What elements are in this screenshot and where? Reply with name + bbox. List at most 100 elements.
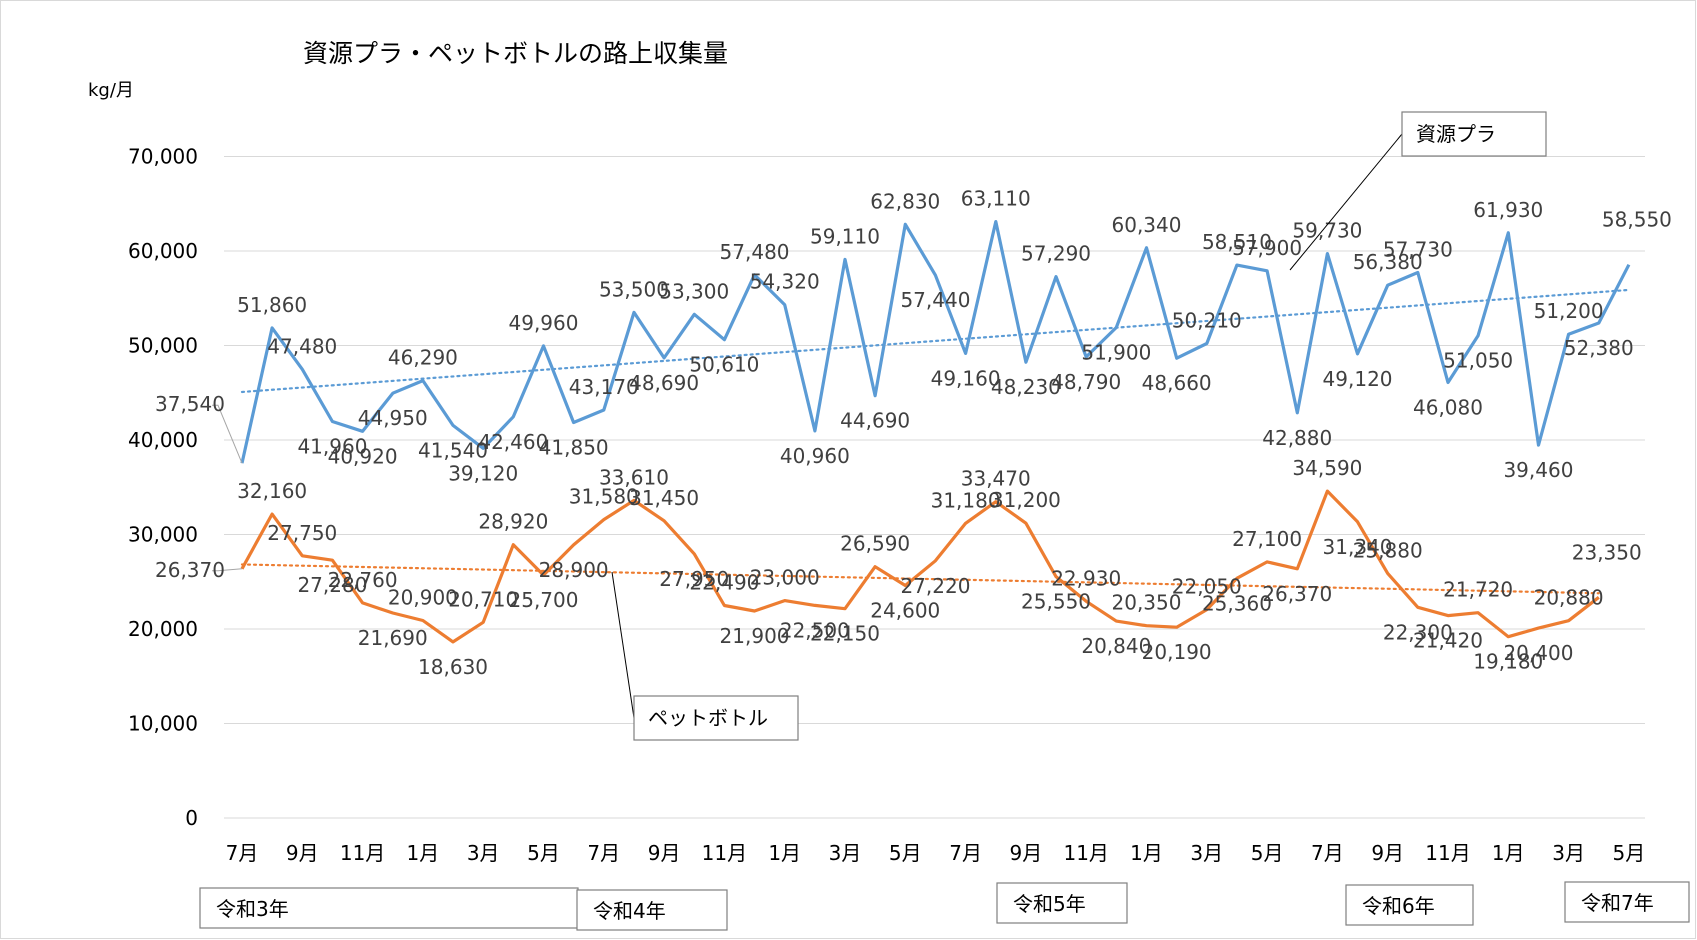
x-tick-label: 3月 <box>1552 841 1585 865</box>
data-label: 37,540 <box>155 392 225 416</box>
data-label: 43,170 <box>569 375 639 399</box>
data-label: 20,350 <box>1112 591 1182 615</box>
data-label: 33,610 <box>599 465 669 489</box>
data-label: 27,750 <box>267 521 337 545</box>
data-label: 51,860 <box>237 293 307 317</box>
data-label: 22,760 <box>328 568 398 592</box>
data-label: 28,920 <box>478 510 548 534</box>
x-tick-label: 5月 <box>527 841 560 865</box>
chart-title: 資源プラ・ペットボトルの路上収集量 <box>303 39 728 68</box>
data-label: 63,110 <box>961 187 1031 211</box>
data-label: 21,900 <box>720 624 790 648</box>
data-label: 50,210 <box>1172 309 1242 333</box>
data-label: 23,350 <box>1572 540 1642 564</box>
data-label: 25,550 <box>1021 590 1091 614</box>
data-label: 57,440 <box>900 288 970 312</box>
data-label: 20,190 <box>1142 640 1212 664</box>
data-label: 27,280 <box>297 573 367 597</box>
series-name: ペットボトル <box>648 706 768 730</box>
x-tick-label: 1月 <box>407 841 440 865</box>
x-tick-label: 5月 <box>1613 841 1646 865</box>
y-axis: 0 10,000 20,000 30,000 40,000 50,000 60,000 70,… <box>128 145 198 831</box>
data-label: 41,850 <box>539 436 609 460</box>
data-label: 40,960 <box>780 444 850 468</box>
series-lines <box>240 220 1631 644</box>
gridlines <box>224 156 1645 819</box>
data-label: 57,480 <box>720 240 790 264</box>
data-label: 21,720 <box>1443 578 1513 602</box>
data-label: 53,300 <box>659 279 729 303</box>
data-label: 27,950 <box>659 567 729 591</box>
data-label: 59,110 <box>810 224 880 248</box>
data-label: 41,960 <box>297 434 367 458</box>
data-label: 23,000 <box>750 566 820 590</box>
era-label: 令和3年 <box>216 897 289 921</box>
data-label: 22,300 <box>1383 620 1453 644</box>
data-label: 31,200 <box>991 488 1061 512</box>
x-tick-label: 7月 <box>587 841 620 865</box>
data-label: 40,920 <box>328 444 398 468</box>
x-tick-label: 5月 <box>889 841 922 865</box>
data-label: 41,540 <box>418 438 488 462</box>
data-label: 57,290 <box>1021 242 1091 266</box>
x-tick-label: 11月 <box>1425 841 1470 865</box>
data-label: 31,180 <box>931 488 1001 512</box>
data-label: 57,730 <box>1383 237 1453 261</box>
data-label: 27,220 <box>900 574 970 598</box>
data-label: 46,290 <box>388 346 458 370</box>
data-label: 31,580 <box>569 485 639 509</box>
y-tick-label: 30,000 <box>128 523 198 547</box>
x-tick-label: 9月 <box>648 841 681 865</box>
callout-pointer <box>611 571 635 719</box>
leader-line <box>212 404 243 464</box>
era-box <box>1564 881 1690 923</box>
era-label: 令和7年 <box>1581 891 1654 915</box>
data-label: 18,630 <box>418 655 488 679</box>
data-label: 58,550 <box>1602 208 1672 232</box>
data-label: 20,400 <box>1503 641 1573 665</box>
trendline-0 <box>240 288 1631 394</box>
era-label: 令和6年 <box>1362 894 1435 918</box>
data-label: 44,690 <box>840 409 910 433</box>
data-label: 51,050 <box>1443 349 1513 373</box>
data-label: 44,950 <box>358 406 428 430</box>
data-label: 19,180 <box>1473 650 1543 674</box>
y-tick-label: 20,000 <box>128 617 198 641</box>
trendline-1 <box>240 563 1600 595</box>
x-tick-label: 11月 <box>340 841 385 865</box>
data-label: 49,120 <box>1323 367 1393 391</box>
leader-line <box>212 568 243 572</box>
series-line-1 <box>240 489 1600 644</box>
trendlines <box>240 288 1631 595</box>
data-label: 60,340 <box>1112 213 1182 237</box>
data-label: 22,490 <box>689 570 759 594</box>
era-box <box>996 882 1128 924</box>
data-label: 51,900 <box>1081 341 1151 365</box>
x-tick-label: 9月 <box>286 841 319 865</box>
x-tick-label: 1月 <box>1130 841 1163 865</box>
x-tick-label: 1月 <box>768 841 801 865</box>
series-callout-box <box>1401 111 1547 157</box>
data-label: 49,160 <box>931 366 1001 390</box>
data-label: 58,510 <box>1202 230 1272 254</box>
data-label: 20,710 <box>448 587 518 611</box>
data-label: 42,460 <box>478 430 548 454</box>
y-axis-unit: kg/月 <box>88 80 134 101</box>
y-tick-label: 40,000 <box>128 428 198 452</box>
data-label: 26,370 <box>155 558 225 582</box>
callout-pointer <box>1289 133 1403 271</box>
x-tick-label: 11月 <box>1063 841 1108 865</box>
x-tick-label: 7月 <box>949 841 982 865</box>
era-box <box>199 887 579 929</box>
data-label: 48,790 <box>1051 370 1121 394</box>
label-leaders <box>212 404 243 572</box>
data-label: 20,880 <box>1534 586 1604 610</box>
y-tick-label: 10,000 <box>128 712 198 736</box>
data-label: 22,150 <box>810 622 880 646</box>
data-label: 56,380 <box>1353 250 1423 274</box>
data-label: 26,370 <box>1262 582 1332 606</box>
y-tick-label: 60,000 <box>128 239 198 263</box>
